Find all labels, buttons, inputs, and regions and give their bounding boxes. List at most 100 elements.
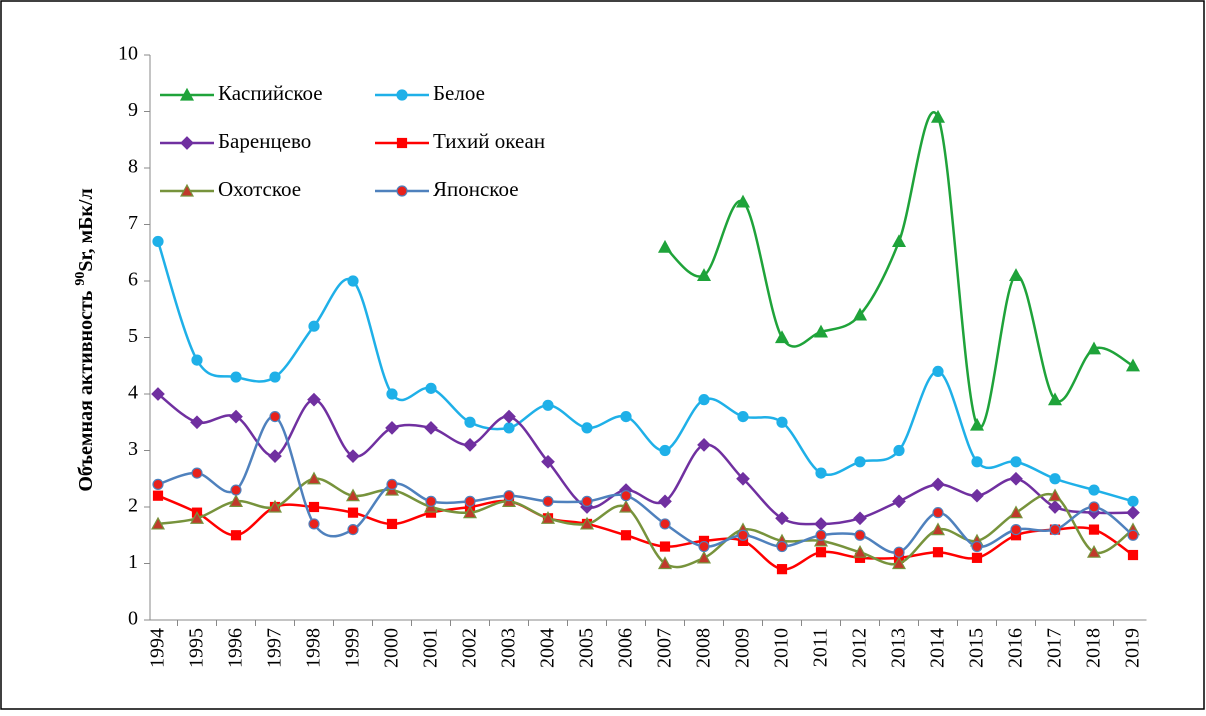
marker — [1127, 549, 1139, 561]
marker — [307, 392, 321, 407]
x-tick-label: 2002 — [459, 628, 481, 668]
marker — [854, 529, 866, 541]
marker — [179, 87, 195, 101]
marker — [932, 547, 944, 558]
x-tick-label: 2012 — [849, 628, 871, 668]
marker — [813, 324, 829, 338]
legend-item: Тихий океан — [375, 129, 545, 153]
marker — [396, 137, 408, 149]
marker — [1010, 456, 1022, 468]
legend-label: Белое — [433, 81, 485, 105]
marker — [620, 411, 632, 423]
marker — [1088, 484, 1100, 496]
marker — [180, 136, 194, 150]
marker — [462, 505, 478, 519]
marker — [463, 438, 477, 452]
legend-item: Баренцево — [160, 129, 311, 153]
marker — [657, 239, 673, 253]
marker — [1008, 268, 1024, 281]
marker — [191, 467, 203, 479]
marker — [776, 564, 788, 575]
marker — [737, 411, 749, 423]
marker — [1047, 392, 1063, 406]
marker — [852, 307, 868, 321]
x-tick-label: 2010 — [771, 628, 793, 668]
marker — [930, 522, 946, 536]
x-tick-label: 2014 — [927, 628, 949, 668]
marker — [971, 540, 983, 553]
marker — [179, 183, 195, 197]
marker — [347, 523, 359, 536]
marker — [306, 471, 322, 485]
marker — [347, 507, 359, 518]
x-tick-label: 2011 — [810, 628, 832, 667]
y-tick-label: 6 — [128, 269, 138, 291]
marker — [385, 421, 399, 435]
marker — [620, 530, 632, 541]
marker — [230, 530, 242, 541]
marker — [230, 484, 242, 496]
legend-item: Японское — [375, 177, 519, 201]
marker — [969, 417, 985, 431]
legend-item: Охотское — [160, 177, 301, 201]
marker — [386, 478, 398, 490]
y-label-superscript: 90 — [73, 272, 88, 286]
marker — [1048, 500, 1062, 514]
marker — [190, 415, 204, 430]
marker — [269, 371, 281, 383]
marker — [1088, 524, 1100, 535]
x-tick-label: 1999 — [342, 628, 364, 668]
line — [664, 111, 1134, 430]
marker — [774, 330, 790, 344]
x-tick-label: 1995 — [186, 628, 208, 668]
marker — [308, 320, 320, 332]
legend-label: Тихий океан — [433, 129, 545, 153]
marker — [386, 388, 398, 400]
marker — [396, 185, 408, 197]
marker — [775, 511, 789, 526]
marker — [971, 456, 983, 468]
marker — [230, 371, 242, 383]
y-label-text: Sr, мБк/л — [75, 188, 97, 271]
y-tick-label: 8 — [128, 156, 138, 178]
series — [657, 109, 1141, 431]
marker — [892, 494, 906, 509]
marker — [736, 471, 750, 486]
x-tick-label: 2019 — [1122, 628, 1144, 668]
marker — [1086, 544, 1102, 558]
marker — [502, 409, 516, 424]
x-tick-label: 1997 — [264, 628, 286, 668]
legend-label: Каспийское — [218, 81, 323, 105]
marker — [735, 194, 751, 208]
marker — [308, 518, 320, 530]
marker — [659, 541, 671, 552]
marker — [191, 354, 203, 366]
x-tick-label: 2013 — [888, 628, 910, 668]
marker — [228, 494, 244, 507]
marker — [930, 109, 946, 123]
x-tick-label: 2001 — [420, 628, 442, 668]
marker — [737, 529, 749, 541]
x-tick-label: 2009 — [732, 628, 754, 668]
marker — [1125, 358, 1141, 372]
x-tick-label: 2006 — [615, 628, 637, 668]
marker — [696, 268, 712, 281]
marker — [776, 540, 788, 553]
marker — [815, 529, 827, 541]
x-tick-label: 2000 — [381, 628, 403, 668]
marker — [464, 495, 476, 507]
x-tick-label: 2003 — [498, 628, 520, 668]
marker — [346, 449, 360, 463]
marker — [776, 416, 788, 428]
marker — [425, 382, 437, 394]
x-tick-label: 2007 — [654, 628, 676, 668]
y-label-text: Объемная активность — [75, 286, 97, 492]
marker — [891, 234, 907, 248]
marker — [542, 399, 554, 411]
legend-item: Белое — [375, 81, 485, 105]
marker — [503, 422, 515, 434]
legend-label: Баренцево — [218, 129, 311, 153]
x-tick-label: 2015 — [966, 628, 988, 668]
